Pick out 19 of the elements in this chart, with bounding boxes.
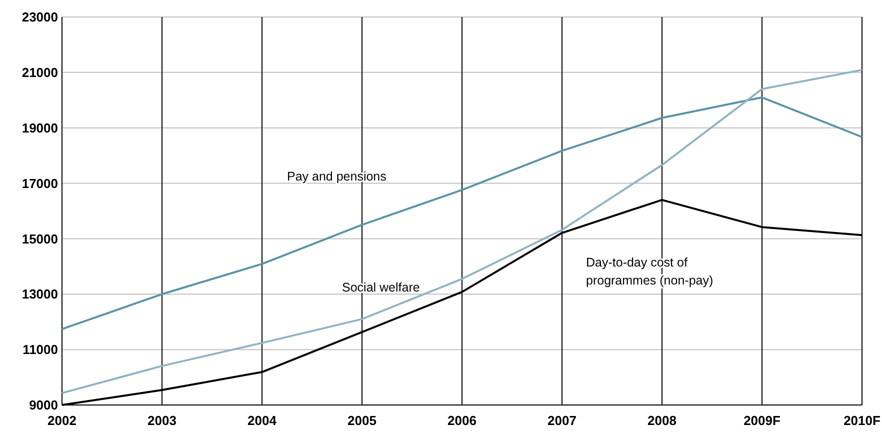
x-tick-label: 2006 bbox=[448, 413, 476, 428]
x-tick-label: 2004 bbox=[248, 413, 278, 428]
x-tick-label: 2009F bbox=[744, 413, 780, 428]
x-tick-label: 2003 bbox=[148, 413, 176, 428]
y-tick-label: 21000 bbox=[22, 64, 58, 80]
x-tick-label: 2007 bbox=[548, 413, 576, 428]
line-series bbox=[61, 96, 863, 330]
y-tick-label: 13000 bbox=[22, 286, 58, 302]
y-tick-label: 23000 bbox=[22, 10, 58, 25]
line-series bbox=[61, 68, 863, 394]
y-tick-label: 9000 bbox=[29, 398, 58, 413]
x-tick-label: 2008 bbox=[648, 413, 676, 428]
x-tick-label: 2010F bbox=[844, 413, 880, 428]
y-tick-label: 17000 bbox=[22, 176, 58, 191]
y-tick-label: 19000 bbox=[22, 120, 58, 136]
x-tick-label: 2002 bbox=[48, 413, 76, 428]
y-tick-label: 11000 bbox=[22, 342, 58, 358]
x-tick-label: 2005 bbox=[348, 413, 376, 428]
y-tick-label: 15000 bbox=[22, 231, 58, 246]
